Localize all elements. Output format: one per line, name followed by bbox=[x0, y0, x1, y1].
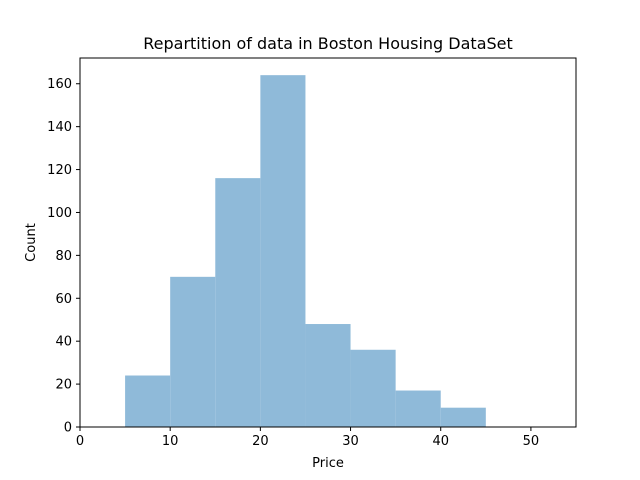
y-tick-label-5: 100 bbox=[47, 206, 72, 221]
y-tick-label-0: 0 bbox=[64, 421, 72, 436]
histogram-bar-7 bbox=[440, 407, 486, 427]
y-tick-label-1: 20 bbox=[55, 378, 72, 393]
x-tick-label-2: 20 bbox=[252, 434, 269, 449]
y-tick-label-3: 60 bbox=[55, 292, 72, 307]
x-tick-label-1: 10 bbox=[162, 434, 179, 449]
x-axis-ticks: 0 10 20 30 40 50 bbox=[76, 427, 539, 449]
x-tick-label-0: 0 bbox=[76, 434, 84, 449]
plot-frame bbox=[79, 57, 577, 428]
x-axis-label: Price bbox=[312, 456, 344, 471]
y-axis-label: Count bbox=[24, 223, 39, 262]
x-tick-label-4: 40 bbox=[432, 434, 449, 449]
x-tick-label-5: 50 bbox=[523, 434, 540, 449]
y-axis-ticks: 0 20 40 60 80 100 120 140 160 bbox=[47, 77, 80, 436]
histogram-bar-1 bbox=[170, 276, 216, 427]
histogram-bar-4 bbox=[305, 324, 351, 427]
chart-title: Repartition of data in Boston Housing Da… bbox=[143, 34, 513, 53]
histogram-bars bbox=[125, 75, 486, 428]
histogram-bar-3 bbox=[260, 75, 306, 428]
histogram-bar-6 bbox=[395, 390, 441, 427]
histogram-bar-0 bbox=[125, 375, 171, 427]
histogram-bar-5 bbox=[350, 349, 396, 427]
x-tick-label-3: 30 bbox=[342, 434, 359, 449]
y-tick-label-2: 40 bbox=[55, 335, 72, 350]
y-tick-label-7: 140 bbox=[47, 120, 72, 135]
y-tick-label-8: 160 bbox=[47, 77, 72, 92]
y-tick-label-4: 80 bbox=[55, 249, 72, 264]
histogram-bar-2 bbox=[215, 178, 261, 427]
y-tick-label-6: 120 bbox=[47, 163, 72, 178]
